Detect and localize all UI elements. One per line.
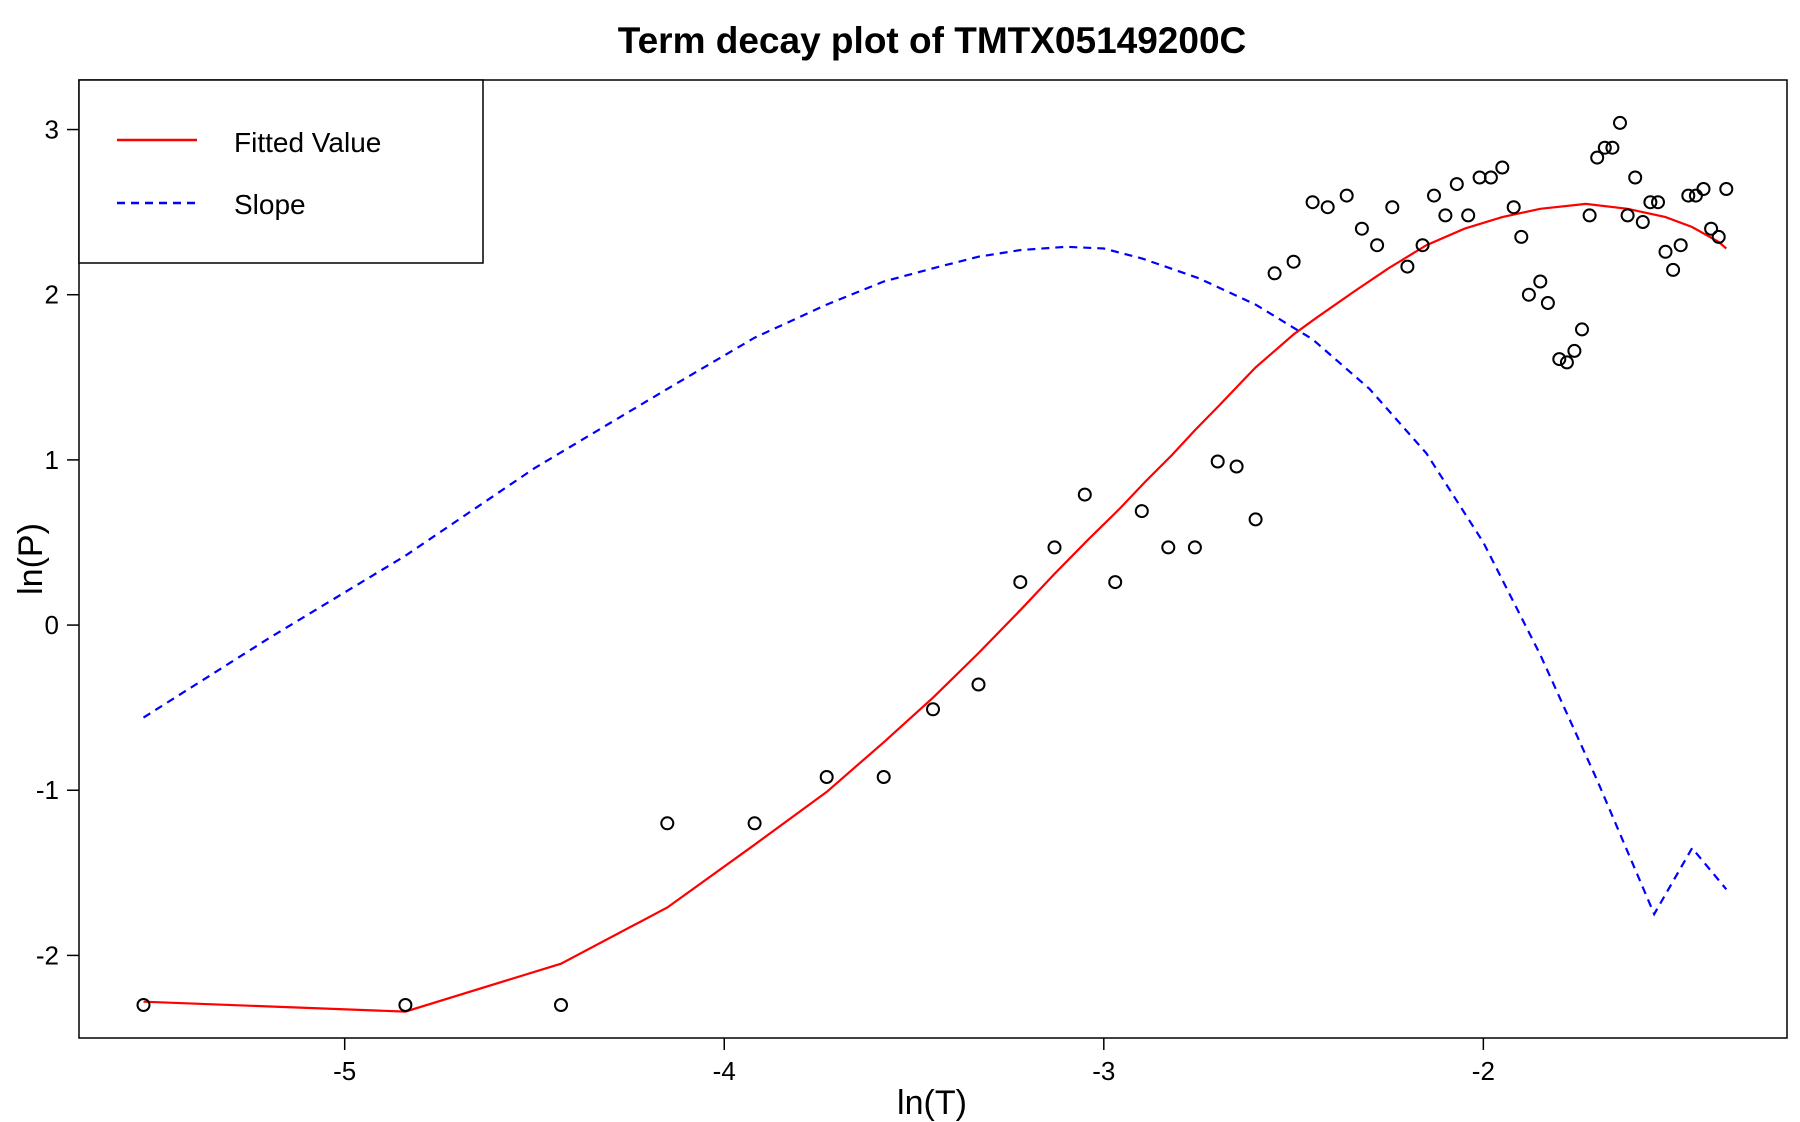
data-point [1635, 215, 1650, 229]
data-point [1400, 259, 1415, 274]
data-point [1354, 221, 1369, 236]
data-point [971, 677, 986, 692]
y-tick-label: 2 [45, 280, 59, 310]
series-line-slope [142, 245, 1728, 917]
y-tick-label: -2 [36, 940, 59, 970]
y-axis-label: ln(P) [12, 523, 50, 595]
data-point [876, 770, 891, 784]
data-point [1673, 238, 1688, 253]
data-point [1286, 254, 1301, 269]
data-point [1495, 160, 1510, 175]
data-point [1666, 262, 1681, 277]
data-point [1605, 140, 1620, 155]
data-point [1628, 170, 1643, 185]
data-point [554, 998, 568, 1012]
data-point [1711, 229, 1726, 244]
data-point [1461, 208, 1476, 223]
data-point [1187, 540, 1202, 555]
x-axis-label: ln(T) [897, 1084, 967, 1122]
data-point [1320, 200, 1335, 215]
y-axis: -2 -1 0 1 2 3 [36, 115, 79, 970]
y-tick-label: 1 [45, 445, 59, 475]
x-axis: -5 -4 -3 -2 [333, 1038, 1495, 1086]
data-point [1427, 188, 1441, 203]
data-point [1719, 182, 1734, 196]
y-tick-label: 3 [45, 115, 59, 145]
data-point [1613, 115, 1627, 130]
data-point [136, 998, 151, 1012]
data-point [1643, 195, 1658, 210]
data-point [1590, 150, 1605, 165]
data-point [398, 998, 413, 1012]
data-point [1449, 177, 1464, 192]
data-point [1704, 221, 1719, 236]
data-point [1575, 322, 1589, 337]
data-point [1134, 504, 1149, 519]
data-point [926, 702, 940, 717]
data-point [1108, 575, 1123, 590]
x-tick-label: -3 [1092, 1056, 1115, 1086]
data-point [1415, 238, 1430, 253]
plot-area [78, 79, 1788, 1039]
data-point [1248, 512, 1263, 527]
data-point [1483, 170, 1498, 185]
data-point [1696, 182, 1711, 196]
data-point [1370, 238, 1385, 253]
data-point [1620, 208, 1635, 223]
data-point [1339, 188, 1354, 203]
data-point [1047, 540, 1062, 555]
legend-box [78, 79, 484, 264]
y-tick-label: 0 [45, 610, 59, 640]
x-tick-label: -4 [713, 1056, 736, 1086]
data-point [1658, 244, 1673, 259]
data-point [1567, 343, 1582, 358]
data-point [1651, 195, 1665, 210]
data-point [1559, 355, 1574, 370]
data-point [1506, 200, 1521, 215]
data-point [1161, 540, 1176, 555]
data-point [1514, 229, 1529, 244]
data-point [1438, 208, 1453, 223]
data-point [1229, 459, 1244, 474]
data-point [747, 816, 762, 831]
data-point [1597, 140, 1612, 155]
data-point [1267, 266, 1282, 281]
x-tick-label: -2 [1472, 1056, 1495, 1086]
y-tick-label: -1 [36, 775, 59, 805]
data-point [1013, 575, 1028, 590]
chart-title: Term decay plot of TMTX05149200C [618, 20, 1247, 61]
data-point [1077, 487, 1092, 502]
data-point [1552, 352, 1567, 367]
x-tick-label: -5 [333, 1056, 356, 1086]
data-point [1681, 188, 1696, 203]
data-point [1305, 195, 1320, 210]
data-point [1472, 170, 1487, 185]
data-point [819, 770, 834, 784]
data-point [1540, 296, 1555, 310]
series-line-fitted-value [143, 202, 1728, 1013]
data-point [1533, 274, 1548, 289]
series-layer [136, 115, 1734, 1013]
legend-label-slope: Slope [234, 189, 306, 220]
legend-label-fitted-value: Fitted Value [234, 127, 381, 158]
data-point [1385, 200, 1400, 215]
data-point [1582, 208, 1597, 223]
data-point [660, 816, 675, 831]
data-point [1521, 287, 1536, 302]
data-point [1688, 188, 1703, 203]
data-point [1210, 454, 1225, 469]
legend: Fitted Value Slope [78, 79, 484, 264]
